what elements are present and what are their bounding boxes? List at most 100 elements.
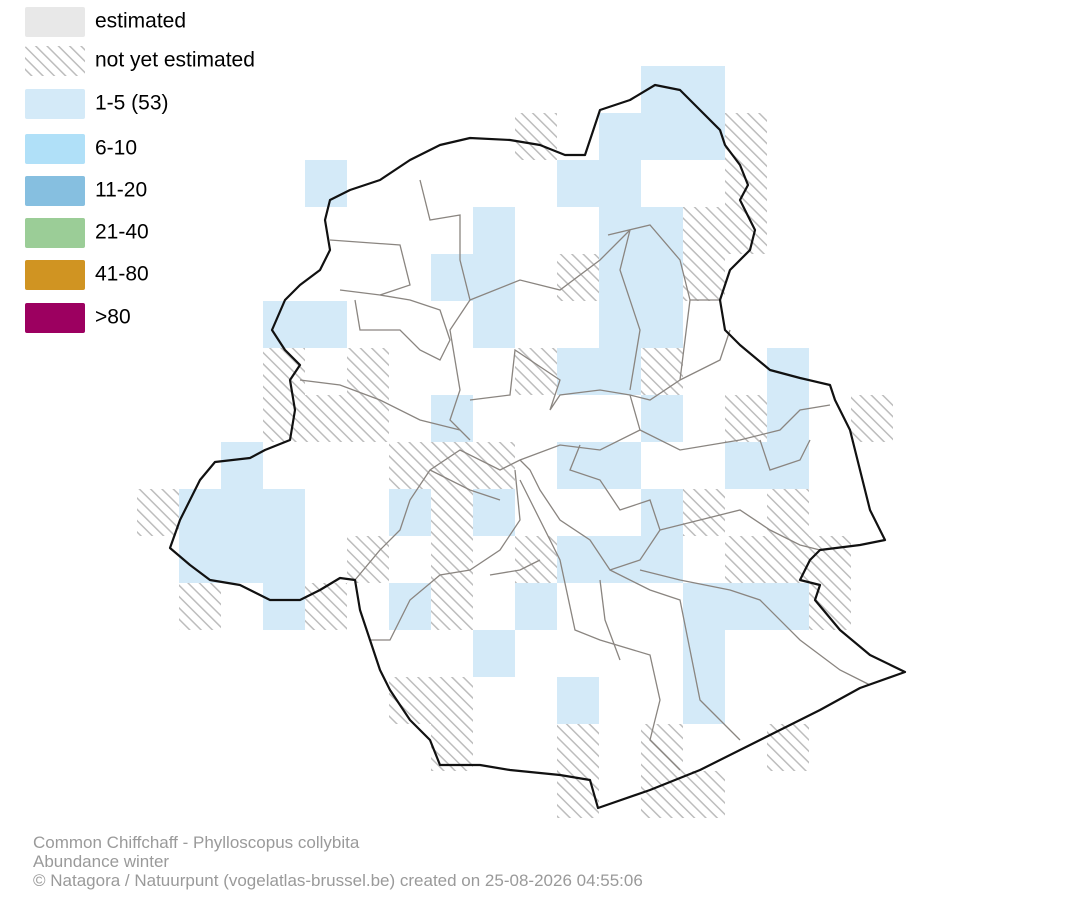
hatched-cell — [851, 395, 893, 442]
abundance-cell — [431, 395, 473, 442]
abundance-cell — [221, 536, 263, 583]
municipal-borders — [299, 179, 871, 771]
hatched-cell — [431, 583, 473, 630]
abundance-cell — [767, 583, 809, 630]
hatched-cell — [515, 113, 557, 160]
abundance-cell — [683, 677, 725, 724]
abundance-cell — [263, 536, 305, 583]
legend-swatch — [25, 134, 85, 164]
abundance-cell — [683, 113, 725, 160]
hatched-cell — [557, 254, 599, 301]
abundance-cell — [767, 395, 809, 442]
abundance-cell — [599, 113, 641, 160]
legend-swatch — [25, 176, 85, 206]
hatched-cell — [641, 348, 683, 395]
hatched-cell — [557, 724, 599, 771]
abundance-cell — [557, 348, 599, 395]
abundance-cell — [473, 630, 515, 677]
abundance-cell — [599, 254, 641, 301]
legend-swatch — [25, 46, 85, 76]
abundance-cell — [221, 489, 263, 536]
hatched-cell — [179, 583, 221, 630]
abundance-cell — [683, 630, 725, 677]
legend: estimated not yet estimated 1-5 (53) 6-10 11… — [25, 7, 255, 333]
hatched-cell — [725, 160, 767, 207]
abundance-cell — [641, 113, 683, 160]
abundance-cell — [683, 66, 725, 113]
legend-label: >80 — [95, 306, 131, 329]
hatched-cell — [515, 536, 557, 583]
abundance-cell — [641, 395, 683, 442]
abundance-cell — [641, 301, 683, 348]
abundance-cell — [599, 348, 641, 395]
hatched-cell — [683, 254, 725, 301]
abundance-cell — [179, 536, 221, 583]
hatched-cell — [725, 207, 767, 254]
abundance-cell — [473, 301, 515, 348]
hatched-cell — [515, 348, 557, 395]
hatched-cell — [641, 771, 683, 818]
abundance-cell — [179, 489, 221, 536]
legend-label: not yet estimated — [95, 49, 255, 72]
abundance-cell — [725, 442, 767, 489]
hatched-cell — [431, 677, 473, 724]
hatched-cell — [725, 536, 767, 583]
hatched-cell — [431, 489, 473, 536]
legend-label: 6-10 — [95, 137, 137, 160]
hatched-cell — [389, 677, 431, 724]
hatched-cell — [767, 724, 809, 771]
abundance-cell — [263, 301, 305, 348]
abundance-cell — [557, 677, 599, 724]
hatched-cell — [347, 536, 389, 583]
footer: Common Chiffchaff - Phylloscopus collybi… — [33, 833, 643, 890]
abundance-cell — [221, 442, 263, 489]
hatched-cell — [725, 113, 767, 160]
abundance-cell — [641, 489, 683, 536]
legend-label: estimated — [95, 10, 186, 33]
abundance-cell — [263, 489, 305, 536]
hatched-cell — [305, 583, 347, 630]
hatched-cell — [347, 348, 389, 395]
legend-label: 11-20 — [95, 179, 147, 202]
abundance-cell — [431, 254, 473, 301]
abundance-cell — [599, 536, 641, 583]
hatched-cell — [389, 442, 431, 489]
abundance-cell — [263, 583, 305, 630]
abundance-cell — [599, 301, 641, 348]
footer-line: © Natagora / Natuurpunt (vogelatlas-brus… — [33, 871, 643, 890]
abundance-cell — [473, 489, 515, 536]
region-border — [168, 83, 907, 810]
legend-label: 41-80 — [95, 263, 149, 286]
legend-swatch — [25, 260, 85, 290]
hatched-cell — [809, 583, 851, 630]
hatched-cell — [641, 724, 683, 771]
abundance-cell — [473, 207, 515, 254]
hatched-cell — [347, 395, 389, 442]
abundance-cell — [641, 207, 683, 254]
hatched-cell — [263, 348, 305, 395]
abundance-cell — [515, 583, 557, 630]
footer-line: Abundance winter — [33, 852, 169, 871]
hatched-cell — [431, 724, 473, 771]
legend-swatch — [25, 303, 85, 333]
hatched-cell — [683, 207, 725, 254]
legend-label: 21-40 — [95, 221, 149, 244]
abundance-cell — [557, 160, 599, 207]
abundance-cell — [683, 583, 725, 630]
legend-label: 1-5 (53) — [95, 92, 169, 115]
abundance-cell — [389, 583, 431, 630]
hatched-cell — [809, 536, 851, 583]
hatched-cell — [305, 395, 347, 442]
abundance-cell — [305, 301, 347, 348]
abundance-cell — [599, 442, 641, 489]
abundance-cell — [599, 207, 641, 254]
footer-line: Common Chiffchaff - Phylloscopus collybi… — [33, 833, 360, 852]
legend-swatch — [25, 7, 85, 37]
legend-swatch — [25, 218, 85, 248]
abundance-cell — [767, 442, 809, 489]
legend-swatch — [25, 89, 85, 119]
abundance-cell — [389, 489, 431, 536]
hatched-cell — [683, 771, 725, 818]
abundance-cell — [641, 254, 683, 301]
